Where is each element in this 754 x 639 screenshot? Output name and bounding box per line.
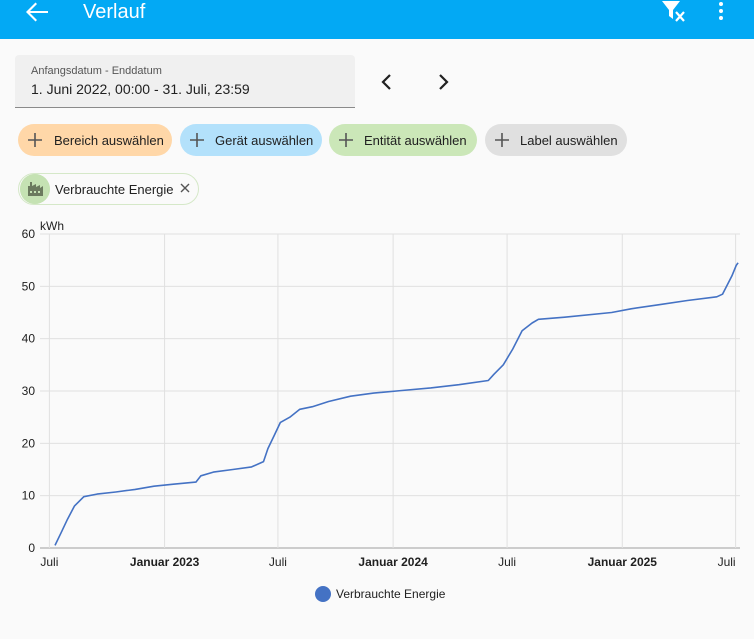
selected-entity-label: Verbrauchte Energie (55, 182, 174, 197)
x-tick-label: Juli (40, 555, 58, 569)
top-app-bar: Verlauf (0, 0, 754, 39)
select-label-chip[interactable]: Label auswählen (485, 124, 627, 156)
factory-icon (20, 174, 50, 204)
x-tick-label: Juli (498, 555, 516, 569)
select-device-label: Gerät auswählen (215, 133, 314, 148)
x-tick-label: Januar 2025 (588, 555, 658, 569)
y-tick-label: 30 (22, 384, 36, 398)
select-device-chip[interactable]: Gerät auswählen (180, 124, 322, 156)
plus-icon (495, 133, 509, 147)
y-axis-label: kWh (40, 219, 64, 233)
y-tick-label: 40 (22, 332, 36, 346)
y-tick-label: 0 (28, 541, 35, 555)
select-entity-chip[interactable]: Entität auswählen (329, 124, 477, 156)
series-line-verbrauchte-energie (54, 262, 739, 546)
x-tick-label: Januar 2024 (358, 555, 428, 569)
x-tick-label: Juli (269, 555, 287, 569)
legend-label: Verbrauchte Energie (336, 587, 446, 601)
arrow-left-icon[interactable] (22, 0, 50, 24)
select-entity-label: Entität auswählen (364, 133, 467, 148)
select-area-chip[interactable]: Bereich auswählen (18, 124, 172, 156)
chart-legend[interactable]: Verbrauchte Energie (315, 586, 446, 602)
y-tick-label: 60 (22, 227, 36, 241)
chevron-right-icon[interactable] (431, 70, 455, 94)
x-tick-label: Januar 2023 (130, 555, 200, 569)
chevron-left-icon[interactable] (375, 70, 399, 94)
y-tick-label: 50 (22, 279, 36, 293)
select-label-label: Label auswählen (520, 133, 618, 148)
energy-chart: kWh 0 10 20 30 40 50 60 Juli Januar 2023 Juli Jan… (22, 219, 740, 602)
close-icon[interactable] (179, 182, 191, 194)
filter-remove-icon[interactable] (661, 0, 687, 24)
date-range-label: Anfangsdatum - Enddatum (31, 65, 162, 77)
dots-vertical-icon[interactable] (711, 0, 731, 24)
y-tick-label: 20 (22, 436, 36, 450)
selected-entity-chip[interactable]: Verbrauchte Energie (18, 173, 199, 205)
x-tick-label: Juli (718, 555, 736, 569)
x-axis-ticks: Juli Januar 2023 Juli Januar 2024 Juli Januar… (40, 555, 735, 569)
select-area-label: Bereich auswählen (54, 133, 164, 148)
y-axis-ticks: 0 10 20 30 40 50 60 (22, 227, 36, 555)
date-range-field[interactable]: Anfangsdatum - Enddatum 1. Juni 2022, 00… (15, 55, 355, 108)
legend-marker (315, 586, 331, 602)
date-range-value: 1. Juni 2022, 00:00 - 31. Juli, 23:59 (31, 81, 250, 97)
plus-icon (190, 133, 204, 147)
page-title: Verlauf (83, 1, 146, 23)
plus-icon (28, 133, 42, 147)
plus-icon (339, 133, 353, 147)
y-tick-label: 10 (22, 489, 36, 503)
